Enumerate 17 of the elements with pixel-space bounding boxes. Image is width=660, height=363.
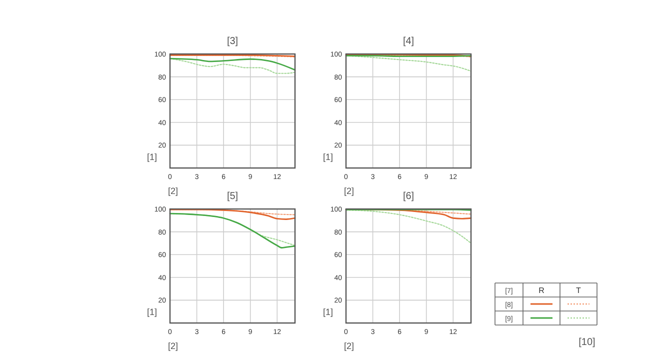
text: T [576,286,582,295]
y-axis-title: [1] [322,152,334,162]
chart-title: [6] [402,191,414,202]
chart-title: [4] [402,36,414,47]
chart-title: [3] [226,36,238,47]
line-series [169,58,296,71]
x-axis-title: [2] [344,186,354,196]
x-axis-title: [2] [168,341,178,351]
text: [10] [578,337,596,348]
x-axis-title: [2] [168,186,178,196]
line-series [169,208,296,220]
x-axis-title: [2] [344,341,354,351]
text: R [538,286,545,295]
y-axis-title: [1] [146,152,158,162]
y-axis-title: [1] [322,307,334,317]
y-axis-title: [1] [146,307,158,317]
chart-title: [5] [226,191,238,202]
